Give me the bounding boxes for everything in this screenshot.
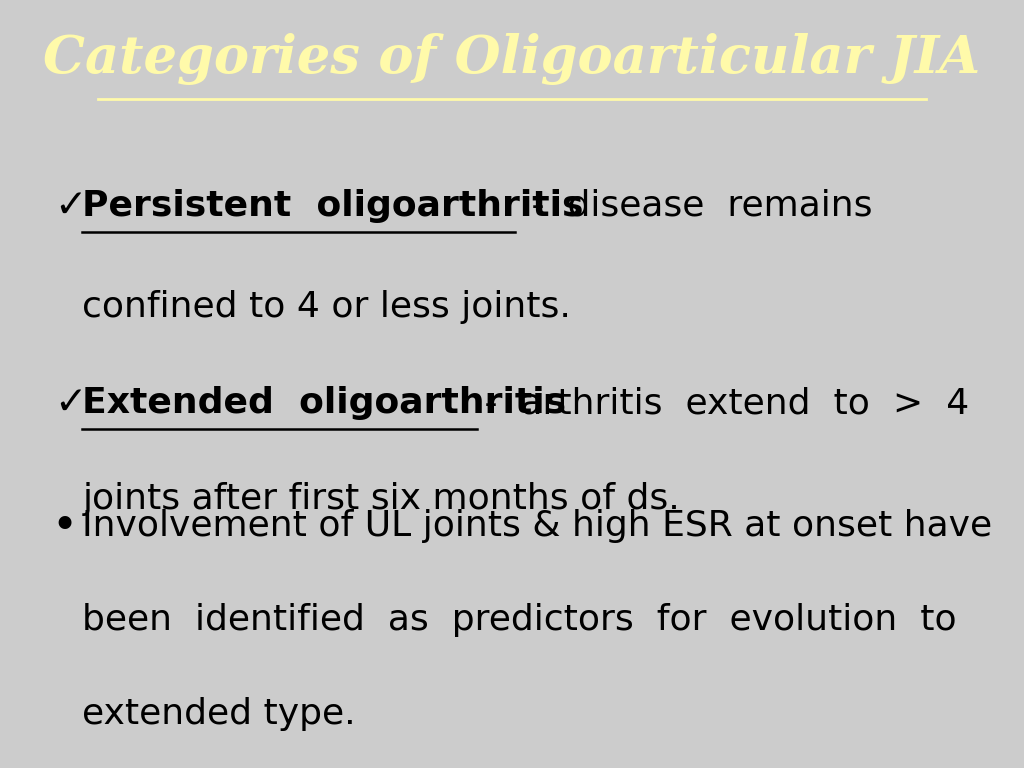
Text: confined to 4 or less joints.: confined to 4 or less joints. [82, 290, 571, 324]
Text: Categories of Oligoarticular JIA: Categories of Oligoarticular JIA [43, 32, 981, 84]
Text: joints after first six months of ds.: joints after first six months of ds. [82, 482, 680, 516]
Text: extended type.: extended type. [82, 697, 356, 731]
Text: -  arthritis  extend  to  >  4: - arthritis extend to > 4 [472, 386, 969, 420]
Text: ✓: ✓ [54, 187, 87, 225]
Text: Persistent  oligoarthritis: Persistent oligoarthritis [82, 189, 584, 223]
Text: Involvement of UL joints & high ESR at onset have: Involvement of UL joints & high ESR at o… [82, 509, 992, 544]
Text: ✓: ✓ [54, 384, 87, 422]
Text: been  identified  as  predictors  for  evolution  to: been identified as predictors for evolut… [82, 603, 957, 637]
Text: •: • [51, 505, 78, 548]
Text: -  disease  remains: - disease remains [519, 189, 872, 223]
Text: Extended  oligoarthritis: Extended oligoarthritis [82, 386, 566, 420]
